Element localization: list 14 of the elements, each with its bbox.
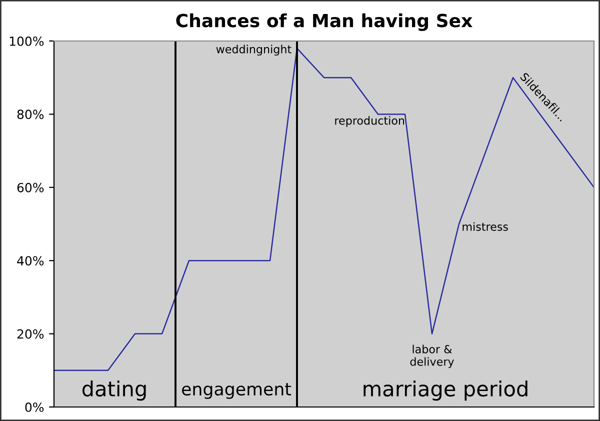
annotation: mistress <box>462 222 508 231</box>
annotation: marriage period <box>364 380 528 401</box>
annotation: reproduction <box>335 116 404 127</box>
y-tick-label: 60% <box>17 182 44 192</box>
y-tick-label: 20% <box>17 329 44 339</box>
annotation: engagement <box>182 383 292 399</box>
chart-title: Chances of a Man having Sex <box>176 13 472 32</box>
y-tick-label: 80% <box>17 110 44 120</box>
y-tick-label: 100% <box>10 36 44 46</box>
y-tick-label: 40% <box>17 256 44 266</box>
annotation: dating <box>82 380 146 401</box>
y-tick-label: 0% <box>25 402 44 412</box>
annotation: weddingnight <box>216 44 292 56</box>
annotation: labor & delivery <box>410 344 454 368</box>
